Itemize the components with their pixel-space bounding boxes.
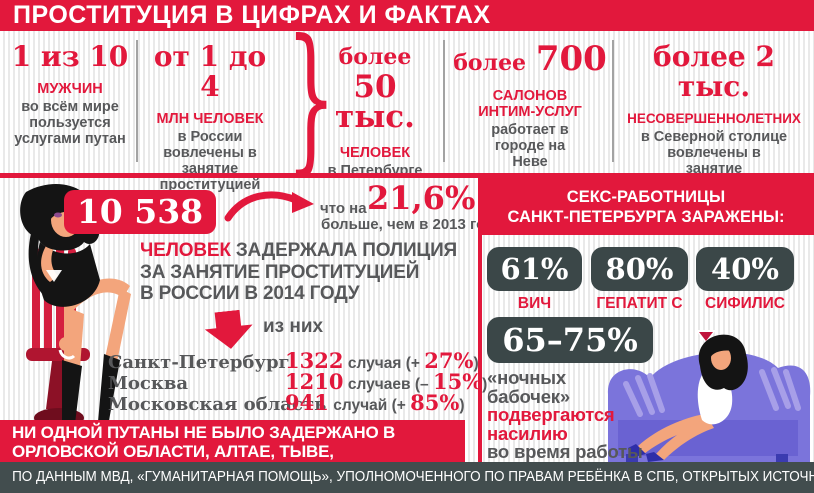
regions-table: Санкт-Петербург1322 случая (+ 27%) Москв…: [108, 348, 487, 415]
stat-millions: от 1 до 4 МЛН ЧЕЛОВЕК в России вовлечены…: [142, 40, 278, 194]
violence-line3: подвергаются: [487, 404, 615, 425]
detained-desc-highlight: ЧЕЛОВЕК: [140, 240, 231, 261]
infections-header: СЕКС-РАБОТНИЦЫ САНКТ-ПЕТЕРБУРГА ЗАРАЖЕНЫ…: [478, 178, 814, 235]
region-cases: 1210: [285, 369, 344, 394]
stat-salons-highlight: САЛОНОВ ИНТИМ-УСЛУГ: [478, 88, 582, 120]
stat-hepatitis-label: ГЕПАТИТ С: [596, 295, 683, 312]
note-suffix: больше, чем в 2013 году: [321, 216, 504, 233]
region-cases: 941: [285, 390, 329, 415]
stat-syphilis-label: СИФИЛИС: [705, 295, 785, 312]
stat-men-highlight: МУЖЧИН: [37, 81, 103, 97]
region-sign: (–: [414, 376, 433, 393]
region-name: Московская область: [108, 394, 327, 415]
violence-percent-box: 65–75%: [487, 317, 653, 363]
stat-men-number: 1 из 10: [11, 40, 129, 73]
growth-arrow-icon: [224, 191, 314, 222]
stat-salons-number: 700: [535, 39, 607, 79]
stat-minors-highlight: НЕСОВЕРШЕННОЛЕТНИХ: [627, 111, 801, 126]
region-unit: случаев: [347, 376, 411, 393]
page-title: ПРОСТИТУЦИЯ В ЦИФРАХ И ФАКТАХ: [0, 0, 814, 31]
detained-description: ЧЕЛОВЕК ЗАДЕРЖАЛА ПОЛИЦИЯ ЗА ЗАНЯТИЕ ПРО…: [140, 240, 457, 305]
violence-line4: насилию: [487, 422, 568, 444]
stat-salons-text: работает в городе на Неве: [491, 122, 569, 170]
region-pct: 27%: [424, 348, 474, 373]
violence-line1: «ночных: [487, 367, 566, 388]
stat-spb-count: более 50 тыс. ЧЕЛОВЕК в Петербурге: [310, 40, 440, 179]
stat-hiv-value: 61%: [487, 247, 582, 291]
stat-spb-prefix: более: [338, 44, 412, 70]
detained-desc-line3: В РОССИИ В 2014 ГОДУ: [140, 283, 360, 304]
of-them-label: из них: [263, 316, 324, 337]
divider: [612, 40, 614, 162]
divider: [136, 40, 138, 162]
detained-desc-line2: ЗА ЗАНЯТИЕ ПРОСТИТУЦИЕЙ: [140, 261, 420, 283]
stat-spb-highlight: ЧЕЛОВЕК: [339, 145, 411, 161]
curly-brace: }: [286, 6, 337, 190]
sources-footer-text: ПО ДАННЫМ МВД, «ГУМАНИТАРНАЯ ПОМОЩЬ», УП…: [12, 469, 814, 485]
right-panel-border: [478, 178, 482, 462]
region-cases: 1322: [285, 348, 344, 373]
stat-minors: более 2 тыс. НЕСОВЕРШЕННОЛЕТНИХ в Северн…: [618, 40, 810, 194]
stat-millions-text: в России вовлечены в занятие проституцие…: [159, 129, 261, 193]
woman-on-stool-illustration: [20, 184, 131, 442]
table-row: Санкт-Петербург1322 случая (+ 27%): [108, 348, 479, 373]
stat-syphilis-value: 40%: [696, 247, 794, 291]
detained-count-box: 10 538: [64, 190, 216, 234]
divider: [443, 40, 445, 162]
sources-footer: ПО ДАННЫМ МВД, «ГУМАНИТАРНАЯ ПОМОЩЬ», УП…: [0, 462, 814, 493]
detained-desc-line1: ЗАДЕРЖАЛА ПОЛИЦИЯ: [235, 240, 457, 261]
region-close: ): [473, 355, 479, 372]
infections-header-line1: СЕКС-РАБОТНИЦЫ: [566, 188, 726, 206]
table-row: Москва 1210 случаев (– 15%): [108, 369, 487, 394]
region-pct: 15%: [432, 369, 483, 394]
down-arrow-icon: [203, 309, 255, 352]
woman-on-couch-illustration: [607, 330, 811, 462]
note-prefix: что на: [320, 200, 367, 217]
region-unit: случай: [333, 397, 388, 414]
horizontal-rule: [0, 173, 814, 178]
region-name: Москва: [108, 373, 189, 394]
violence-line2: бабочек»: [487, 385, 570, 407]
table-row: Московская область941 случай (+ 85%): [108, 390, 468, 415]
stat-minors-number: более 2 тыс.: [653, 40, 775, 103]
stat-millions-number: от 1 до 4: [153, 40, 267, 103]
stat-spb-number: 50 тыс.: [335, 69, 415, 135]
region-sign: (+: [405, 355, 425, 372]
stat-salons-prefix: более: [453, 50, 527, 76]
region-unit: случая: [347, 355, 402, 372]
region-sign: (+: [391, 397, 411, 414]
stat-hepatitis-value: 80%: [591, 247, 688, 291]
infections-header-line2: САНКТ-ПЕТЕРБУРГА ЗАРАЖЕНЫ:: [507, 208, 785, 226]
stat-hiv-label: ВИЧ: [517, 295, 552, 312]
region-close: ): [459, 397, 465, 414]
stat-salons: более 700 САЛОНОВ ИНТИМ-УСЛУГ работает в…: [452, 42, 608, 170]
note-percent: 21,6%: [367, 179, 476, 217]
no-detained-banner: НИ ОДНОЙ ПУТАНЫ НЕ БЫЛО ЗАДЕРЖАНО В ОРЛО…: [0, 420, 465, 480]
violence-line5: во время работы: [487, 441, 643, 462]
stat-men-text: во всём мире пользуется услугами путан: [14, 99, 126, 147]
stat-men: 1 из 10 МУЖЧИН во всём мире пользуется у…: [6, 40, 134, 148]
stat-millions-highlight: МЛН ЧЕЛОВЕК: [156, 111, 264, 127]
region-close: ): [482, 376, 488, 393]
region-name: Санкт-Петербург: [108, 352, 290, 373]
violence-description: «ночных бабочек» подвергаются насилию во…: [487, 367, 643, 462]
region-pct: 85%: [410, 390, 460, 415]
